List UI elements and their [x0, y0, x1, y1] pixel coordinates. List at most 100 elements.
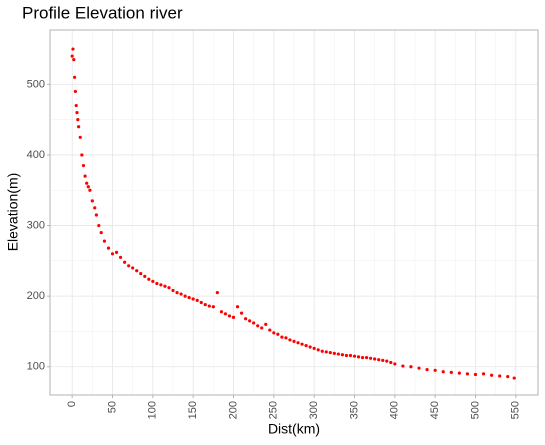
point	[300, 342, 304, 346]
point	[83, 174, 87, 178]
point	[264, 322, 268, 327]
x-tick-label: 500	[469, 401, 481, 419]
point	[312, 346, 316, 351]
point	[93, 206, 97, 210]
point	[268, 328, 272, 332]
point	[171, 288, 175, 293]
point	[389, 360, 393, 365]
point	[284, 336, 288, 340]
x-tick-label: 200	[227, 401, 239, 419]
point	[344, 353, 349, 358]
point	[235, 305, 240, 309]
point	[123, 260, 127, 264]
point	[167, 286, 171, 290]
panel-border	[49, 29, 539, 396]
point	[328, 351, 332, 355]
x-tick-label: 350	[348, 401, 360, 419]
point	[441, 370, 445, 374]
point	[85, 181, 89, 185]
point	[195, 298, 199, 302]
point	[76, 118, 80, 122]
x-tick-label: 300	[308, 401, 320, 419]
point	[223, 312, 228, 316]
point	[356, 355, 361, 359]
point	[449, 370, 453, 375]
point	[260, 326, 264, 330]
point	[409, 365, 413, 369]
point	[199, 300, 203, 305]
point	[110, 252, 115, 256]
point	[227, 314, 232, 318]
x-tick-label: 0	[66, 401, 78, 407]
point	[135, 269, 139, 273]
point	[252, 321, 256, 325]
y-axis-title: Elevation(m)	[5, 173, 21, 252]
point	[114, 250, 119, 254]
point	[352, 354, 357, 358]
x-tick-label: 100	[147, 401, 159, 419]
point	[377, 358, 381, 362]
point	[81, 163, 86, 168]
point	[417, 366, 421, 370]
point	[324, 350, 328, 354]
point	[163, 284, 167, 288]
point	[88, 188, 92, 192]
point	[94, 213, 98, 217]
point	[102, 239, 107, 243]
point	[175, 291, 179, 295]
point	[348, 353, 353, 358]
point	[292, 339, 296, 343]
x-tick-label: 400	[389, 401, 401, 419]
point	[80, 153, 84, 157]
point	[147, 277, 151, 281]
point	[77, 125, 81, 129]
point	[203, 303, 207, 307]
point	[320, 349, 324, 353]
point	[74, 103, 78, 108]
x-tick-label: 150	[187, 401, 199, 419]
point	[99, 231, 103, 235]
point	[219, 310, 224, 314]
point	[288, 338, 292, 342]
x-axis-title: Dist(km)	[268, 421, 320, 437]
point	[155, 281, 159, 286]
point	[143, 274, 147, 278]
point	[272, 331, 276, 335]
point	[97, 223, 101, 228]
point	[215, 291, 219, 295]
point	[316, 348, 320, 352]
point	[340, 353, 344, 357]
point	[360, 355, 365, 360]
point	[244, 317, 248, 321]
point	[304, 343, 308, 348]
point	[139, 271, 143, 276]
y-tick-label: 300	[27, 219, 45, 231]
point	[498, 374, 502, 378]
point	[106, 246, 111, 250]
point	[433, 368, 437, 372]
point	[211, 305, 215, 309]
point	[425, 367, 429, 372]
point	[256, 324, 260, 328]
x-tick-label: 450	[429, 401, 441, 419]
point	[280, 335, 284, 339]
point	[179, 292, 183, 296]
point	[393, 362, 397, 366]
point	[127, 264, 131, 268]
point	[70, 54, 74, 58]
point	[118, 255, 123, 259]
point	[481, 372, 486, 376]
x-tick-label: 550	[510, 401, 522, 419]
point	[457, 371, 461, 375]
point	[465, 372, 470, 376]
point	[369, 356, 373, 360]
y-tick-label: 100	[27, 361, 45, 373]
point	[373, 357, 377, 361]
x-tick-label: 250	[268, 401, 280, 419]
y-tick-label: 400	[27, 149, 45, 161]
point	[78, 135, 82, 139]
point	[401, 364, 405, 368]
point	[276, 332, 280, 336]
point	[231, 315, 236, 319]
